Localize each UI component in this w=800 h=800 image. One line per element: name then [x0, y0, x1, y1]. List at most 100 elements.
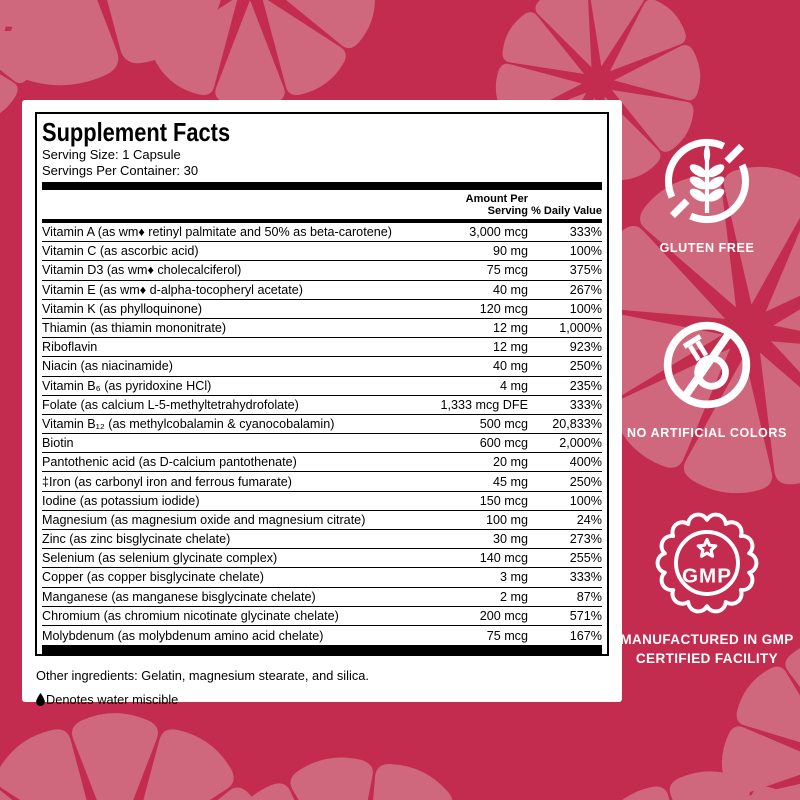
- badge-gmp: GMP MANUFACTURED IN GMP CERTIFIED FACILI…: [618, 504, 796, 668]
- column-header-amount: Amount Per Serving: [465, 193, 528, 217]
- nutrient-amount: 75 mcg: [486, 263, 528, 278]
- nutrient-daily-value: 167%: [569, 628, 602, 643]
- footnote-text: Denotes water miscible: [46, 692, 179, 708]
- nutrient-daily-value: 100%: [569, 244, 602, 259]
- nutrient-amount: 140 mcg: [479, 551, 528, 566]
- panel-title: Supplement Facts: [42, 117, 231, 147]
- nutrient-name: Selenium (as selenium glycinate complex): [42, 551, 278, 566]
- divider-thick-top: [42, 182, 602, 190]
- badge-no-artificial-colors: NO ARTIFICIAL COLORS: [618, 317, 796, 440]
- nutrient-daily-value: 333%: [569, 397, 602, 412]
- divider-mid: [42, 219, 602, 223]
- gluten-free-label: GLUTEN FREE: [659, 241, 755, 255]
- nutrient-amount: 4 mg: [500, 378, 528, 393]
- nutrient-daily-value: 100%: [569, 493, 602, 508]
- nutrient-name: Vitamin B₁₂ (as methylcobalamin & cyanoc…: [42, 416, 335, 431]
- nutrient-amount: 30 mg: [492, 532, 528, 547]
- nutrient-daily-value: 267%: [569, 282, 602, 297]
- nutrient-row: Iodine (as potassium iodide) 150 mcg 100…: [42, 492, 602, 511]
- servings-per-container: Servings Per Container: 30: [42, 163, 199, 178]
- nutrient-amount: 600 mcg: [479, 436, 528, 451]
- nutrient-row: Niacin (as niacinamide) 40 mg 250%: [42, 357, 602, 377]
- other-ingredients: Other ingredients: Gelatin, magnesium st…: [36, 668, 369, 684]
- nutrient-row: Riboflavin 12 mg 923%: [42, 338, 602, 358]
- water-droplet-icon: [36, 693, 45, 707]
- nutrient-daily-value: 250%: [569, 359, 602, 374]
- gmp-label-line2: CERTIFIED FACILITY: [635, 651, 779, 666]
- nutrient-name: Copper (as copper bisglycinate chelate): [42, 570, 264, 585]
- nutrient-name: Pantothenic acid (as D-calcium pantothen…: [42, 455, 297, 470]
- nutrient-name: Magnesium (as magnesium oxide and magnes…: [42, 512, 366, 527]
- nutrient-daily-value: 235%: [569, 378, 602, 393]
- nutrient-name: Biotin: [42, 436, 74, 451]
- seal-scallop-edge: [655, 512, 759, 614]
- nutrient-daily-value: 375%: [569, 263, 602, 278]
- nutrient-amount: 3 mg: [500, 570, 528, 585]
- nutrient-name: ‡Iron (as carbonyl iron and ferrous fuma…: [42, 474, 292, 489]
- no-artificial-colors-icon: [663, 321, 751, 409]
- gmp-label: MANUFACTURED IN GMP CERTIFIED FACILITY: [618, 630, 796, 668]
- wheat-icon: [689, 143, 725, 202]
- nutrient-name: Niacin (as niacinamide): [42, 359, 173, 374]
- nutrient-amount: 150 mcg: [479, 493, 528, 508]
- nutrient-amount: 120 mcg: [479, 301, 528, 316]
- nutrient-amount: 40 mg: [492, 359, 528, 374]
- divider-thick-bottom: [42, 645, 602, 655]
- prohibition-slash: [681, 330, 733, 400]
- nutrient-row: Selenium (as selenium glycinate complex)…: [42, 549, 602, 569]
- nutrient-row: Vitamin C (as ascorbic acid) 90 mg 100%: [42, 242, 602, 262]
- nutrient-daily-value: 255%: [569, 551, 602, 566]
- column-header-row: Amount Per Serving % Daily Value: [42, 190, 602, 219]
- nutrient-row: Manganese (as manganese bisglycinate che…: [42, 588, 602, 607]
- nutrient-daily-value: 923%: [569, 340, 602, 355]
- nutrient-daily-value: 273%: [569, 532, 602, 547]
- nutrient-amount: 90 mg: [492, 244, 528, 259]
- nutrient-daily-value: 100%: [569, 301, 602, 316]
- nutrient-name: Molybdenum (as molybdenum amino acid che…: [42, 628, 324, 643]
- nutrient-amount: 500 mcg: [479, 416, 528, 431]
- gmp-label-line1: MANUFACTURED IN GMP: [620, 632, 794, 647]
- star-icon: [696, 537, 718, 558]
- nutrient-amount: 12 mg: [492, 340, 528, 355]
- nutrient-row: Vitamin D3 (as wm♦ cholecalciferol) 75 m…: [42, 261, 602, 281]
- nutrient-row: ‡Iron (as carbonyl iron and ferrous fuma…: [42, 472, 602, 492]
- serving-size: Serving Size: 1 Capsule: [42, 147, 181, 162]
- nutrient-amount: 3,000 mcg: [469, 225, 528, 240]
- nutrient-row: Zinc (as zinc bisglycinate chelate) 30 m…: [42, 530, 602, 550]
- supplement-facts-panel: Supplement Facts Serving Size: 1 Capsule…: [35, 112, 609, 657]
- nutrient-daily-value: 87%: [576, 589, 602, 604]
- nutrient-daily-value: 24%: [576, 512, 602, 527]
- nutrient-amount: 45 mg: [492, 474, 528, 489]
- nutrient-row: Magnesium (as magnesium oxide and magnes…: [42, 511, 602, 530]
- nutrient-name: Vitamin K (as phylloquinone): [42, 301, 203, 316]
- nutrient-row: Vitamin E (as wm♦ d-alpha-tocopheryl ace…: [42, 281, 602, 300]
- badge-column: GLUTEN FREE NO ARTIFICIAL COLORS: [618, 0, 796, 800]
- nutrient-daily-value: 2,000%: [559, 436, 602, 451]
- nutrient-row: Biotin 600 mcg 2,000%: [42, 434, 602, 454]
- column-header-daily-value: % Daily Value: [531, 205, 602, 217]
- nutrient-name: Riboflavin: [42, 340, 98, 355]
- nutrient-amount: 75 mcg: [486, 628, 528, 643]
- nutrient-amount: 100 mg: [485, 512, 528, 527]
- badge-gluten-free: GLUTEN FREE: [618, 134, 796, 255]
- gmp-seal-text: GMP: [682, 565, 732, 588]
- nutrient-table-body: Vitamin A (as wm♦ retinyl palmitate and …: [42, 223, 602, 645]
- nutrient-name: Folate (as calcium L-5-methyltetrahydrof…: [42, 397, 299, 412]
- nutrient-name: Vitamin E (as wm♦ d-alpha-tocopheryl ace…: [42, 282, 303, 297]
- nutrient-row: Thiamin (as thiamin mononitrate) 12 mg 1…: [42, 319, 602, 339]
- nutrient-amount: 1,333 mcg DFE: [440, 397, 529, 412]
- nutrient-name: Zinc (as zinc bisglycinate chelate): [42, 532, 231, 547]
- nutrient-row: Copper (as copper bisglycinate chelate) …: [42, 568, 602, 588]
- nutrient-row: Vitamin B₁₂ (as methylcobalamin & cyanoc…: [42, 415, 602, 435]
- gmp-seal-icon: GMP: [655, 512, 759, 614]
- no-artificial-colors-label: NO ARTIFICIAL COLORS: [627, 426, 787, 440]
- gluten-free-icon: [664, 138, 750, 224]
- nutrient-daily-value: 20,833%: [552, 416, 602, 431]
- nutrient-name: Manganese (as manganese bisglycinate che…: [42, 589, 316, 604]
- nutrient-daily-value: 333%: [569, 225, 602, 240]
- nutrient-row: Pantothenic acid (as D-calcium pantothen…: [42, 453, 602, 473]
- nutrient-daily-value: 250%: [569, 474, 602, 489]
- nutrient-row: Vitamin B₆ (as pyridoxine HCl) 4 mg 235%: [42, 377, 602, 396]
- nutrient-daily-value: 333%: [569, 570, 602, 585]
- nutrient-daily-value: 1,000%: [559, 321, 602, 336]
